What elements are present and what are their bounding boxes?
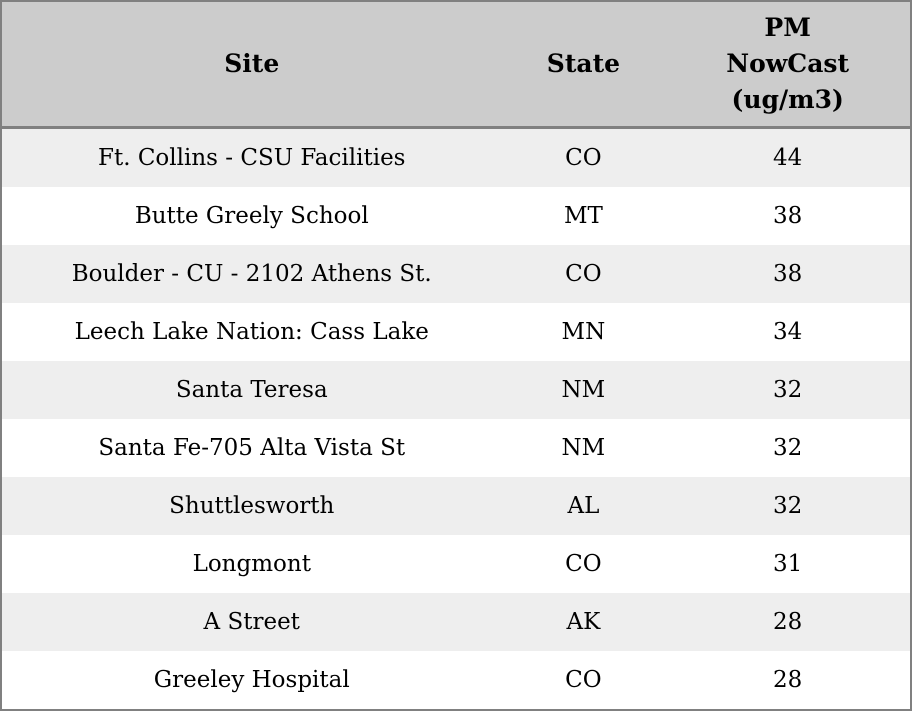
site-cell: Butte Greely School [1,187,502,245]
site-cell: Santa Fe-705 Alta Vista St [1,419,502,477]
site-cell: Longmont [1,535,502,593]
state-cell: NM [501,361,666,419]
pm-value-cell: 44 [665,127,911,187]
state-cell: CO [501,245,666,303]
pm-value-cell: 38 [665,245,911,303]
state-cell: AK [501,593,666,651]
site-cell: Santa Teresa [1,361,502,419]
pm-value-cell: 38 [665,187,911,245]
pm-value-cell: 31 [665,535,911,593]
state-cell: CO [501,651,666,710]
table-row: Shuttlesworth AL 32 [1,477,911,535]
pm-value-cell: 32 [665,419,911,477]
table-row: Greeley Hospital CO 28 [1,651,911,710]
state-cell: AL [501,477,666,535]
pm-value-cell: 28 [665,593,911,651]
pm-value-cell: 28 [665,651,911,710]
state-cell: CO [501,535,666,593]
site-cell: Shuttlesworth [1,477,502,535]
column-header-site: Site [1,1,502,129]
site-cell: Greeley Hospital [1,651,502,710]
column-header-pm-nowcast: PM NowCast (ug/m3) [665,1,911,129]
site-cell: Leech Lake Nation: Cass Lake [1,303,502,361]
table-row: Leech Lake Nation: Cass Lake MN 34 [1,303,911,361]
table-row: Butte Greely School MT 38 [1,187,911,245]
state-cell: MN [501,303,666,361]
pm-value-cell: 34 [665,303,911,361]
table-row: Boulder - CU - 2102 Athens St. CO 38 [1,245,911,303]
pm-value-cell: 32 [665,361,911,419]
table-row: Longmont CO 31 [1,535,911,593]
header-row: Site State PM NowCast (ug/m3) [1,1,911,129]
state-cell: MT [501,187,666,245]
table-row: Santa Teresa NM 32 [1,361,911,419]
table-row: Ft. Collins - CSU Facilities CO 44 [1,127,911,187]
state-cell: NM [501,419,666,477]
column-header-state: State [501,1,666,129]
table-row: A Street AK 28 [1,593,911,651]
site-cell: Boulder - CU - 2102 Athens St. [1,245,502,303]
pm-value-cell: 32 [665,477,911,535]
state-cell: CO [501,127,666,187]
table-row: Santa Fe-705 Alta Vista St NM 32 [1,419,911,477]
site-cell: Ft. Collins - CSU Facilities [1,127,502,187]
site-cell: A Street [1,593,502,651]
